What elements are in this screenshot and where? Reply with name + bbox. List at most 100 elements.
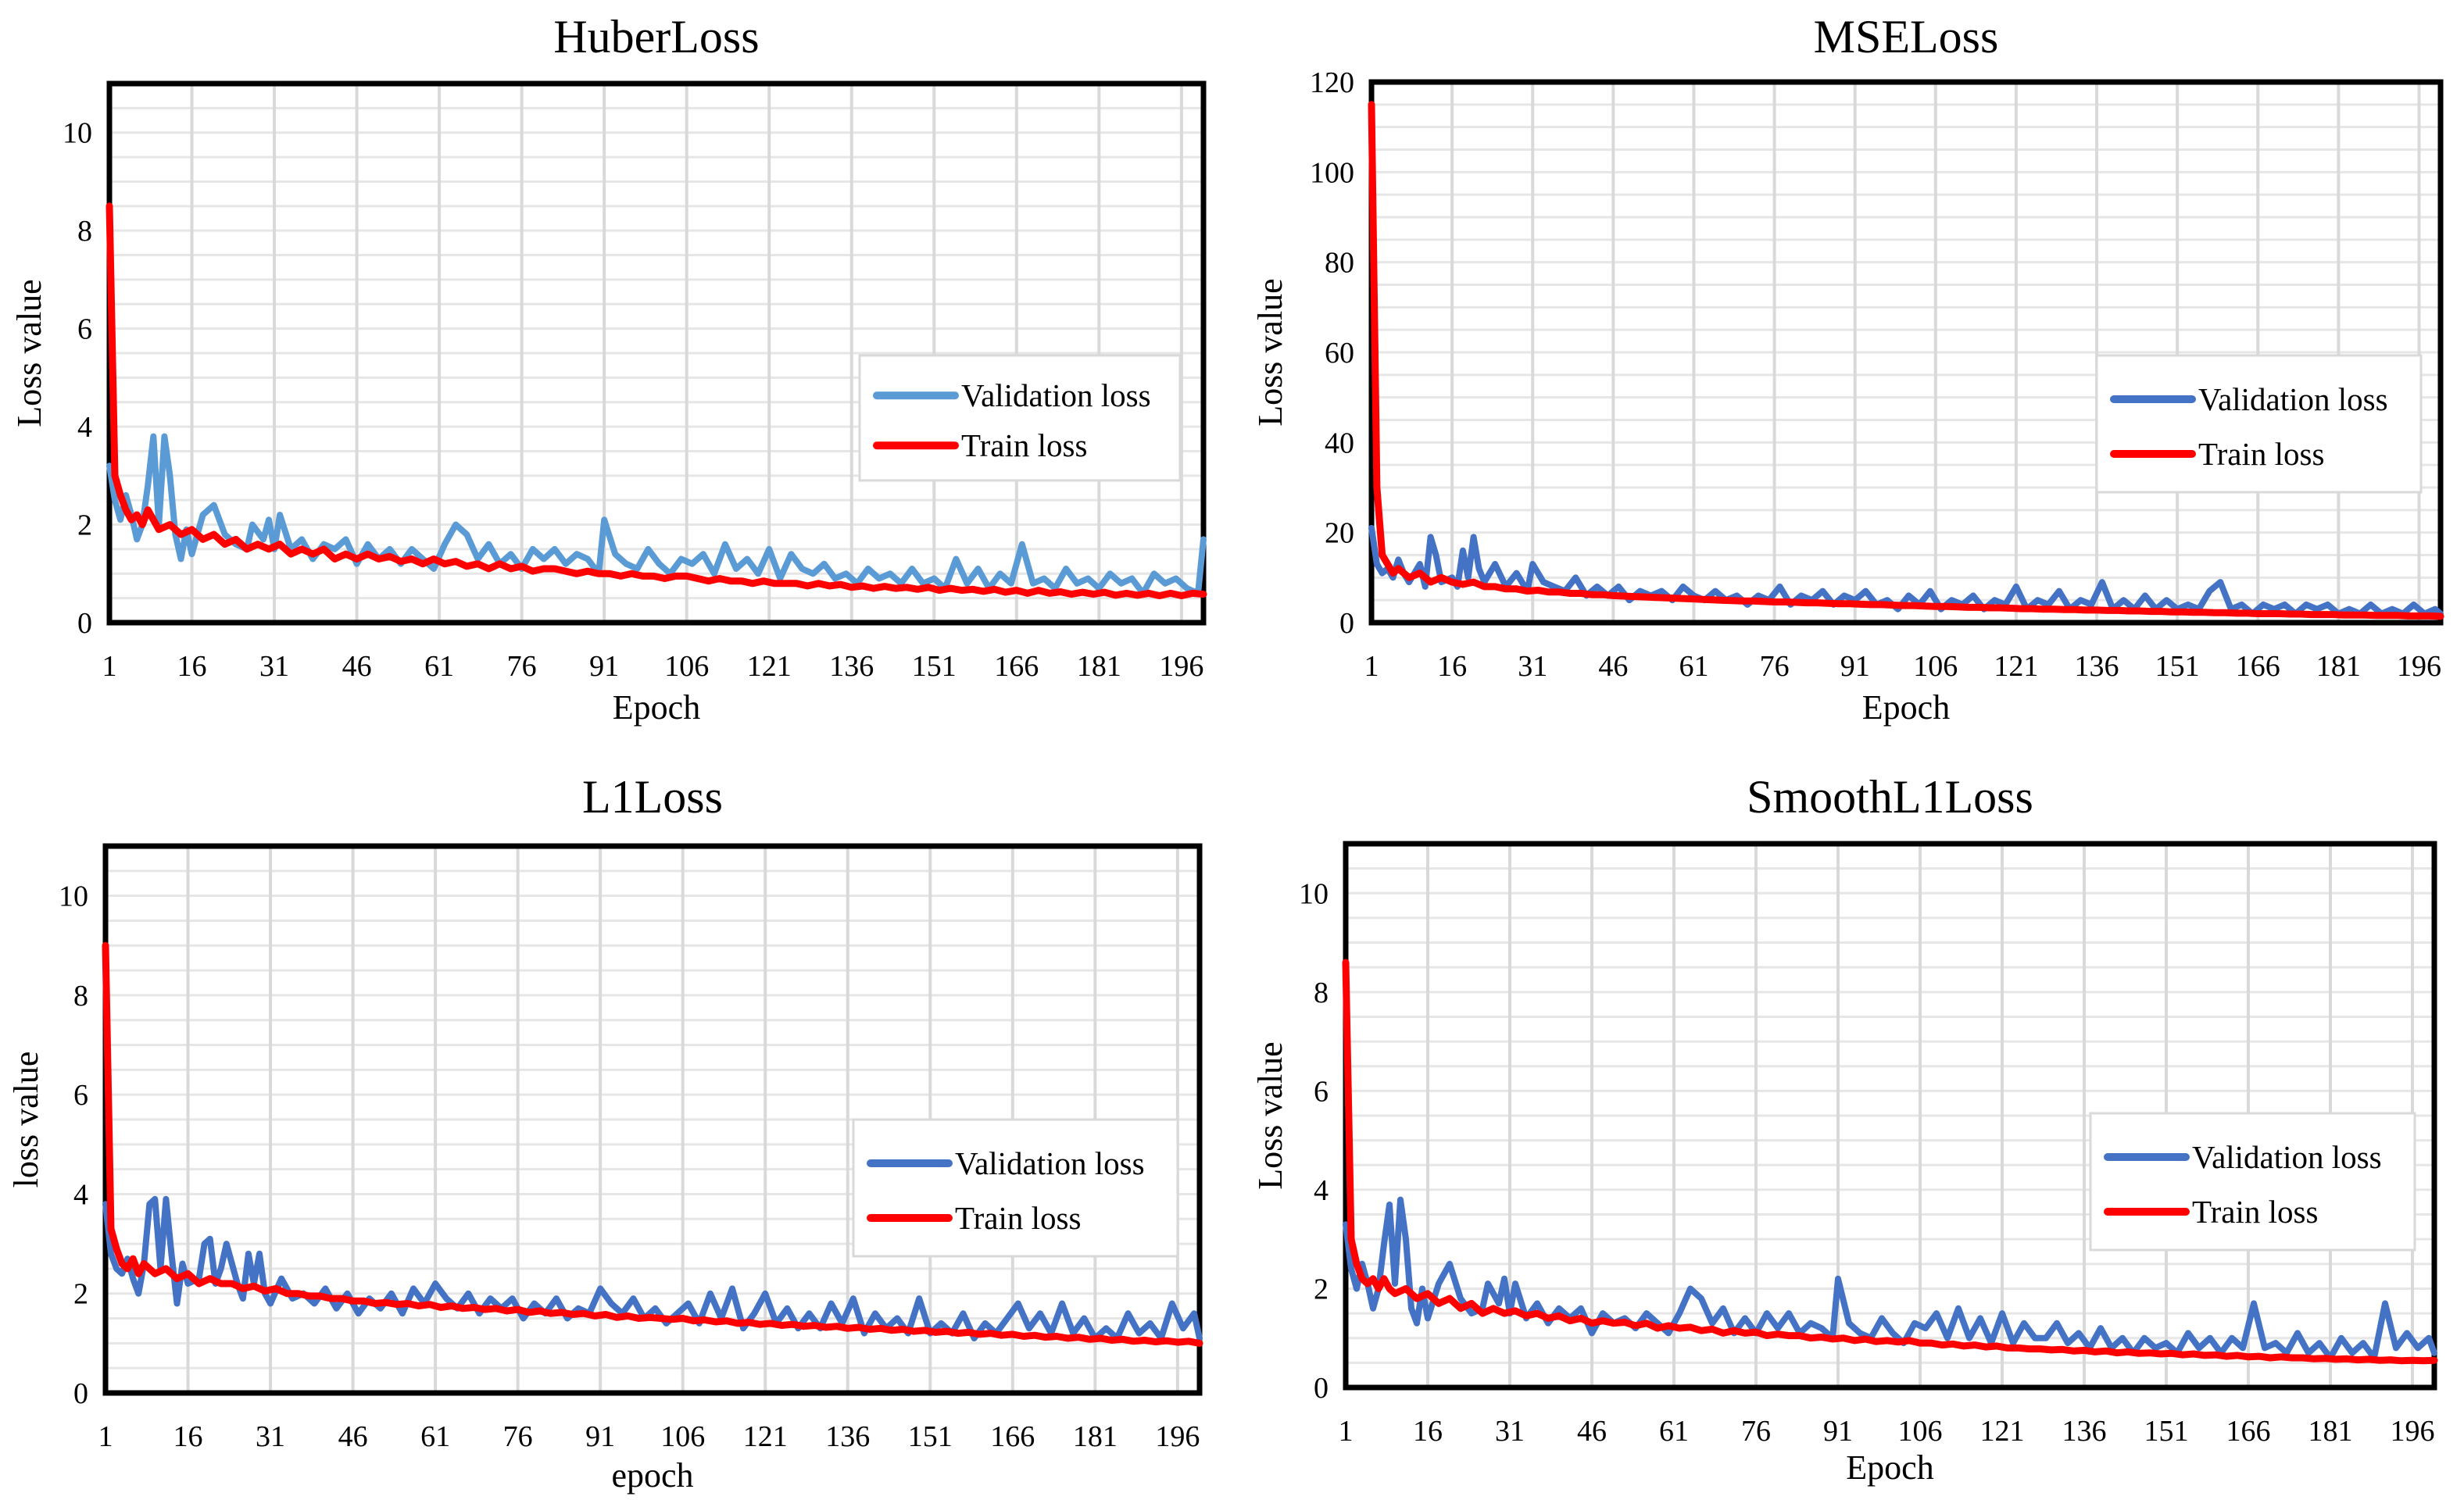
y-tick-label: 20 <box>1325 517 1354 550</box>
y-axis-label: Loss value <box>1251 1041 1289 1189</box>
x-tick-label: 16 <box>1437 650 1467 683</box>
train-loss-line <box>1368 101 2444 620</box>
y-tick-label: 6 <box>73 1079 88 1112</box>
x-tick-label: 91 <box>585 1420 615 1453</box>
y-axis-label: Loss value <box>10 279 48 427</box>
x-tick-label: 31 <box>1495 1415 1525 1448</box>
x-tick-label: 166 <box>2226 1415 2271 1448</box>
y-tick-label: 80 <box>1325 247 1354 280</box>
legend-box <box>2095 354 2423 494</box>
x-tick-label: 1 <box>98 1420 113 1453</box>
legend-entry: Train loss <box>955 1200 1081 1236</box>
x-tick-label: 136 <box>829 650 874 683</box>
legend-entry: Train loss <box>961 427 1087 463</box>
legend-entry: Train loss <box>2198 436 2324 472</box>
legend-entry: Validation loss <box>961 377 1151 413</box>
x-tick-label: 166 <box>994 650 1039 683</box>
x-tick-label: 181 <box>1077 650 1121 683</box>
y-tick-label: 0 <box>1314 1372 1329 1405</box>
x-tick-label: 121 <box>1994 650 2038 683</box>
y-tick-label: 6 <box>1314 1075 1329 1108</box>
y-tick-label: 6 <box>77 313 92 346</box>
y-tick-label: 8 <box>73 980 88 1012</box>
x-tick-label: 121 <box>1980 1415 2025 1448</box>
validation-loss-line <box>106 433 1207 597</box>
x-tick-label: 46 <box>338 1420 368 1453</box>
y-tick-label: 60 <box>1325 337 1354 370</box>
x-tick-label: 181 <box>2316 650 2361 683</box>
x-tick-label: 121 <box>743 1420 788 1453</box>
legend-entry: Validation loss <box>2192 1139 2382 1175</box>
y-tick-label: 100 <box>1310 156 1354 189</box>
y-tick-label: 8 <box>1314 977 1329 1009</box>
y-tick-label: 4 <box>77 411 92 444</box>
y-tick-label: 8 <box>77 215 92 248</box>
y-tick-label: 0 <box>77 607 92 640</box>
y-tick-label: 2 <box>73 1278 88 1311</box>
x-tick-label: 106 <box>1898 1415 1943 1448</box>
legend: Validation loss Train loss <box>2095 354 2423 494</box>
x-tick-label: 136 <box>825 1420 870 1453</box>
x-axis-label: Epoch <box>613 688 700 727</box>
x-tick-label: 196 <box>1159 650 1203 683</box>
x-tick-label: 121 <box>747 650 792 683</box>
train-loss-line <box>105 202 1207 599</box>
y-tick-label: 10 <box>63 117 92 150</box>
y-axis-label: Loss value <box>1251 278 1289 426</box>
x-tick-label: 76 <box>1760 650 1790 683</box>
legend-box <box>858 354 1182 482</box>
x-tick-label: 46 <box>342 650 372 683</box>
x-tick-label: 31 <box>259 650 289 683</box>
y-tick-label: 4 <box>1314 1174 1329 1207</box>
y-tick-label: 2 <box>77 509 92 542</box>
x-tick-label: 76 <box>503 1420 533 1453</box>
chart-title: HuberLoss <box>553 11 759 62</box>
y-tick-label: 0 <box>73 1377 88 1410</box>
x-tick-label: 151 <box>912 650 957 683</box>
x-tick-label: 151 <box>2144 1415 2189 1448</box>
x-tick-label: 151 <box>908 1420 953 1453</box>
legend-entry: Train loss <box>2192 1194 2318 1230</box>
y-tick-label: 10 <box>59 880 88 913</box>
x-tick-label: 61 <box>1679 650 1708 683</box>
x-tick-label: 166 <box>2236 650 2280 683</box>
x-tick-label: 1 <box>1364 650 1379 683</box>
x-tick-label: 106 <box>660 1420 705 1453</box>
y-tick-label: 4 <box>73 1178 88 1211</box>
y-tick-label: 0 <box>1339 607 1354 640</box>
x-tick-label: 136 <box>2075 650 2119 683</box>
x-tick-label: 1 <box>1339 1415 1354 1448</box>
x-tick-label: 196 <box>1155 1420 1200 1453</box>
x-tick-label: 61 <box>1659 1415 1689 1448</box>
train-loss-line <box>102 941 1203 1347</box>
x-tick-label: 181 <box>2308 1415 2353 1448</box>
chart-mseloss: MSELoss 0 20 40 60 80 100 120 1 16 31 46 61 76 91 106 12… <box>1251 11 2444 727</box>
chart-title: MSELoss <box>1814 11 1999 62</box>
y-tick-label: 10 <box>1299 877 1329 910</box>
x-tick-label: 181 <box>1073 1420 1118 1453</box>
x-axis-label: Epoch <box>1846 1448 1933 1487</box>
y-axis-label: loss value <box>7 1052 45 1188</box>
x-tick-label: 91 <box>1823 1415 1853 1448</box>
x-tick-label: 46 <box>1577 1415 1607 1448</box>
x-tick-label: 136 <box>2062 1415 2107 1448</box>
x-tick-label: 46 <box>1598 650 1628 683</box>
train-loss-line <box>1342 959 2438 1365</box>
x-tick-label: 91 <box>589 650 619 683</box>
legend-box <box>2089 1112 2416 1252</box>
y-tick-label: 2 <box>1314 1273 1329 1305</box>
x-tick-label: 16 <box>177 650 207 683</box>
chart-title: SmoothL1Loss <box>1747 771 2033 823</box>
x-tick-label: 31 <box>1518 650 1547 683</box>
x-tick-label: 76 <box>507 650 537 683</box>
x-tick-label: 31 <box>256 1420 285 1453</box>
grid <box>105 846 1200 1393</box>
y-tick-label: 40 <box>1325 427 1354 459</box>
x-tick-label: 61 <box>424 650 454 683</box>
x-tick-label: 76 <box>1741 1415 1771 1448</box>
x-tick-label: 106 <box>1913 650 1958 683</box>
legend-entry: Validation loss <box>2198 381 2388 417</box>
